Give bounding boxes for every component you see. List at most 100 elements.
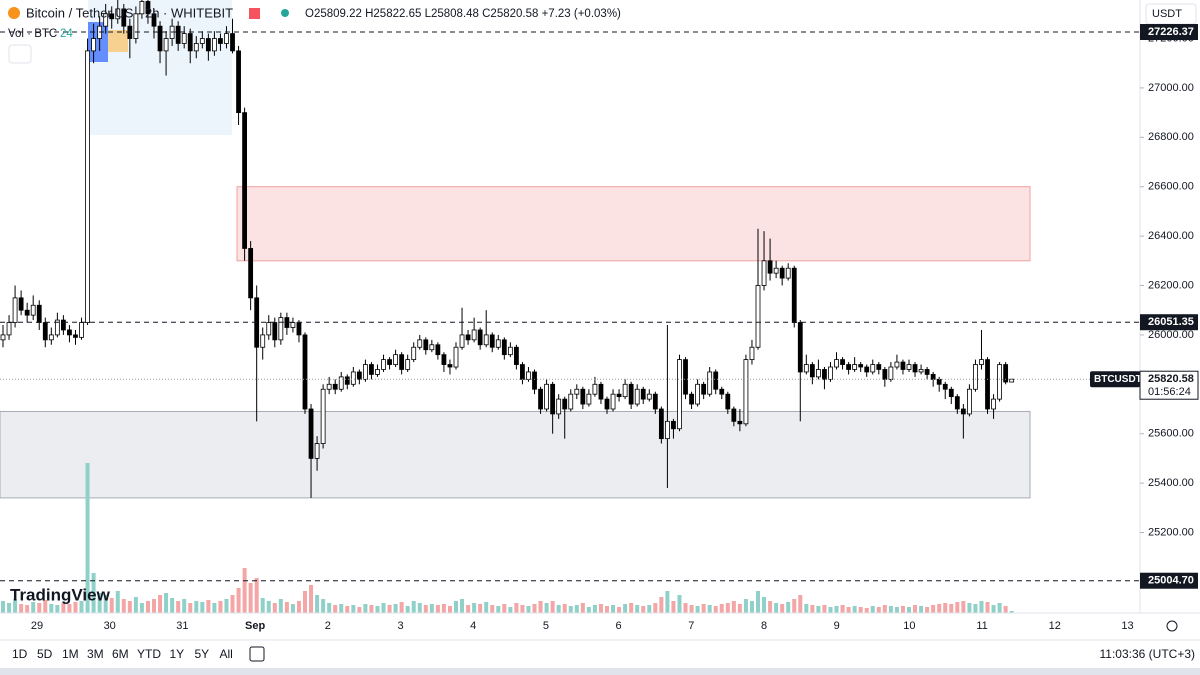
candle-body — [338, 376, 344, 390]
volume-bar — [91, 573, 96, 613]
candle-body — [979, 359, 984, 365]
level-label: 27226.37 — [1148, 26, 1194, 38]
volume-bar — [749, 601, 754, 613]
candle-body — [677, 359, 682, 430]
candle-body — [151, 13, 157, 27]
candle-body — [350, 371, 356, 385]
x-tick-label: 5 — [543, 620, 549, 632]
currency-select[interactable] — [1145, 3, 1197, 25]
volume-bar — [798, 595, 803, 613]
candle-body — [85, 50, 90, 323]
flag-icon[interactable] — [249, 8, 260, 19]
range-button[interactable]: 1M — [62, 647, 79, 661]
x-tick-label: 12 — [1049, 620, 1061, 632]
volume-bar — [653, 603, 658, 613]
candle-body — [417, 339, 423, 348]
volume-bar — [931, 605, 936, 613]
candle-body — [665, 420, 670, 440]
candle-body — [465, 334, 471, 341]
candle-body — [423, 339, 429, 351]
range-button[interactable]: 6M — [112, 647, 129, 661]
candle-body — [568, 393, 574, 410]
candle-body — [846, 364, 851, 370]
volume-bar — [659, 597, 664, 613]
volume-bar — [780, 604, 785, 613]
y-tick-label: 25200.00 — [1148, 526, 1194, 538]
volume-bar — [1, 601, 5, 613]
volume-bar — [158, 595, 163, 613]
logo-text: TradingView — [10, 585, 111, 604]
volume-bar — [502, 604, 507, 613]
volume-bar — [822, 605, 827, 613]
volume-bar — [532, 604, 537, 613]
candle-body — [435, 344, 441, 356]
volume-bar — [218, 601, 223, 613]
volume-bar — [520, 605, 525, 613]
candle-body — [701, 383, 707, 395]
range-button[interactable]: All — [220, 647, 233, 661]
volume-bar — [810, 605, 815, 613]
settings-icon[interactable] — [1166, 620, 1178, 632]
candle-body — [54, 319, 60, 336]
candle-body — [242, 112, 248, 249]
range-button[interactable]: YTD — [137, 647, 161, 661]
range-button[interactable]: 5D — [37, 647, 53, 661]
candle-body — [375, 369, 380, 375]
candle-body — [658, 408, 664, 440]
volume-bar — [876, 607, 881, 613]
candle-body — [761, 260, 767, 286]
range-button[interactable]: 1D — [12, 647, 28, 661]
volume-bar — [375, 606, 380, 613]
candle-body — [211, 38, 217, 52]
candle-body — [157, 25, 163, 52]
volume-bar — [224, 599, 229, 613]
range-button[interactable]: 3M — [87, 647, 104, 661]
volume-bar — [719, 604, 724, 613]
volume-bar — [188, 603, 193, 613]
volume-bar — [206, 600, 211, 613]
candle-body — [562, 398, 568, 410]
volume-bar — [478, 604, 483, 613]
volume-bar — [429, 604, 434, 613]
candle-body — [954, 396, 960, 410]
volume-value: 24 — [60, 28, 73, 40]
volume-bar — [447, 606, 452, 613]
volume-bar — [7, 603, 12, 613]
x-tick-label: 11 — [976, 620, 987, 632]
volume-bar — [574, 605, 579, 613]
candle-body — [973, 364, 978, 390]
candle-body — [344, 376, 350, 385]
candle-body — [139, 1, 145, 15]
candle-body — [544, 383, 549, 410]
volume-bar — [786, 602, 791, 613]
volume-bar — [683, 603, 688, 613]
collapse-button[interactable] — [8, 44, 32, 64]
candle-body — [30, 304, 36, 316]
volume-bar — [121, 599, 126, 613]
volume-bar — [19, 604, 24, 613]
volume-bar — [303, 591, 307, 613]
volume-bar — [381, 603, 386, 613]
candle-body — [6, 322, 12, 336]
candle-body — [918, 369, 924, 373]
last-price-box — [1139, 370, 1199, 400]
candle-body — [471, 329, 477, 341]
volume-bar — [496, 606, 501, 613]
volume-bar — [743, 599, 748, 613]
candle-body — [459, 334, 465, 348]
volume-bar — [677, 595, 682, 613]
candle-body — [447, 364, 453, 368]
volume-bar — [526, 606, 531, 613]
candle-body — [870, 364, 876, 373]
volume-bar — [629, 603, 634, 613]
candle-body — [592, 383, 598, 395]
range-button[interactable]: 5Y — [195, 647, 210, 661]
candle-body — [689, 393, 694, 405]
candle-body — [109, 13, 115, 20]
volume-bar — [689, 605, 694, 613]
candle-body — [326, 383, 332, 390]
volume-bar — [611, 605, 616, 613]
candle-body — [230, 33, 235, 52]
range-button[interactable]: 1Y — [170, 647, 185, 661]
date-range-icon[interactable] — [249, 646, 265, 662]
